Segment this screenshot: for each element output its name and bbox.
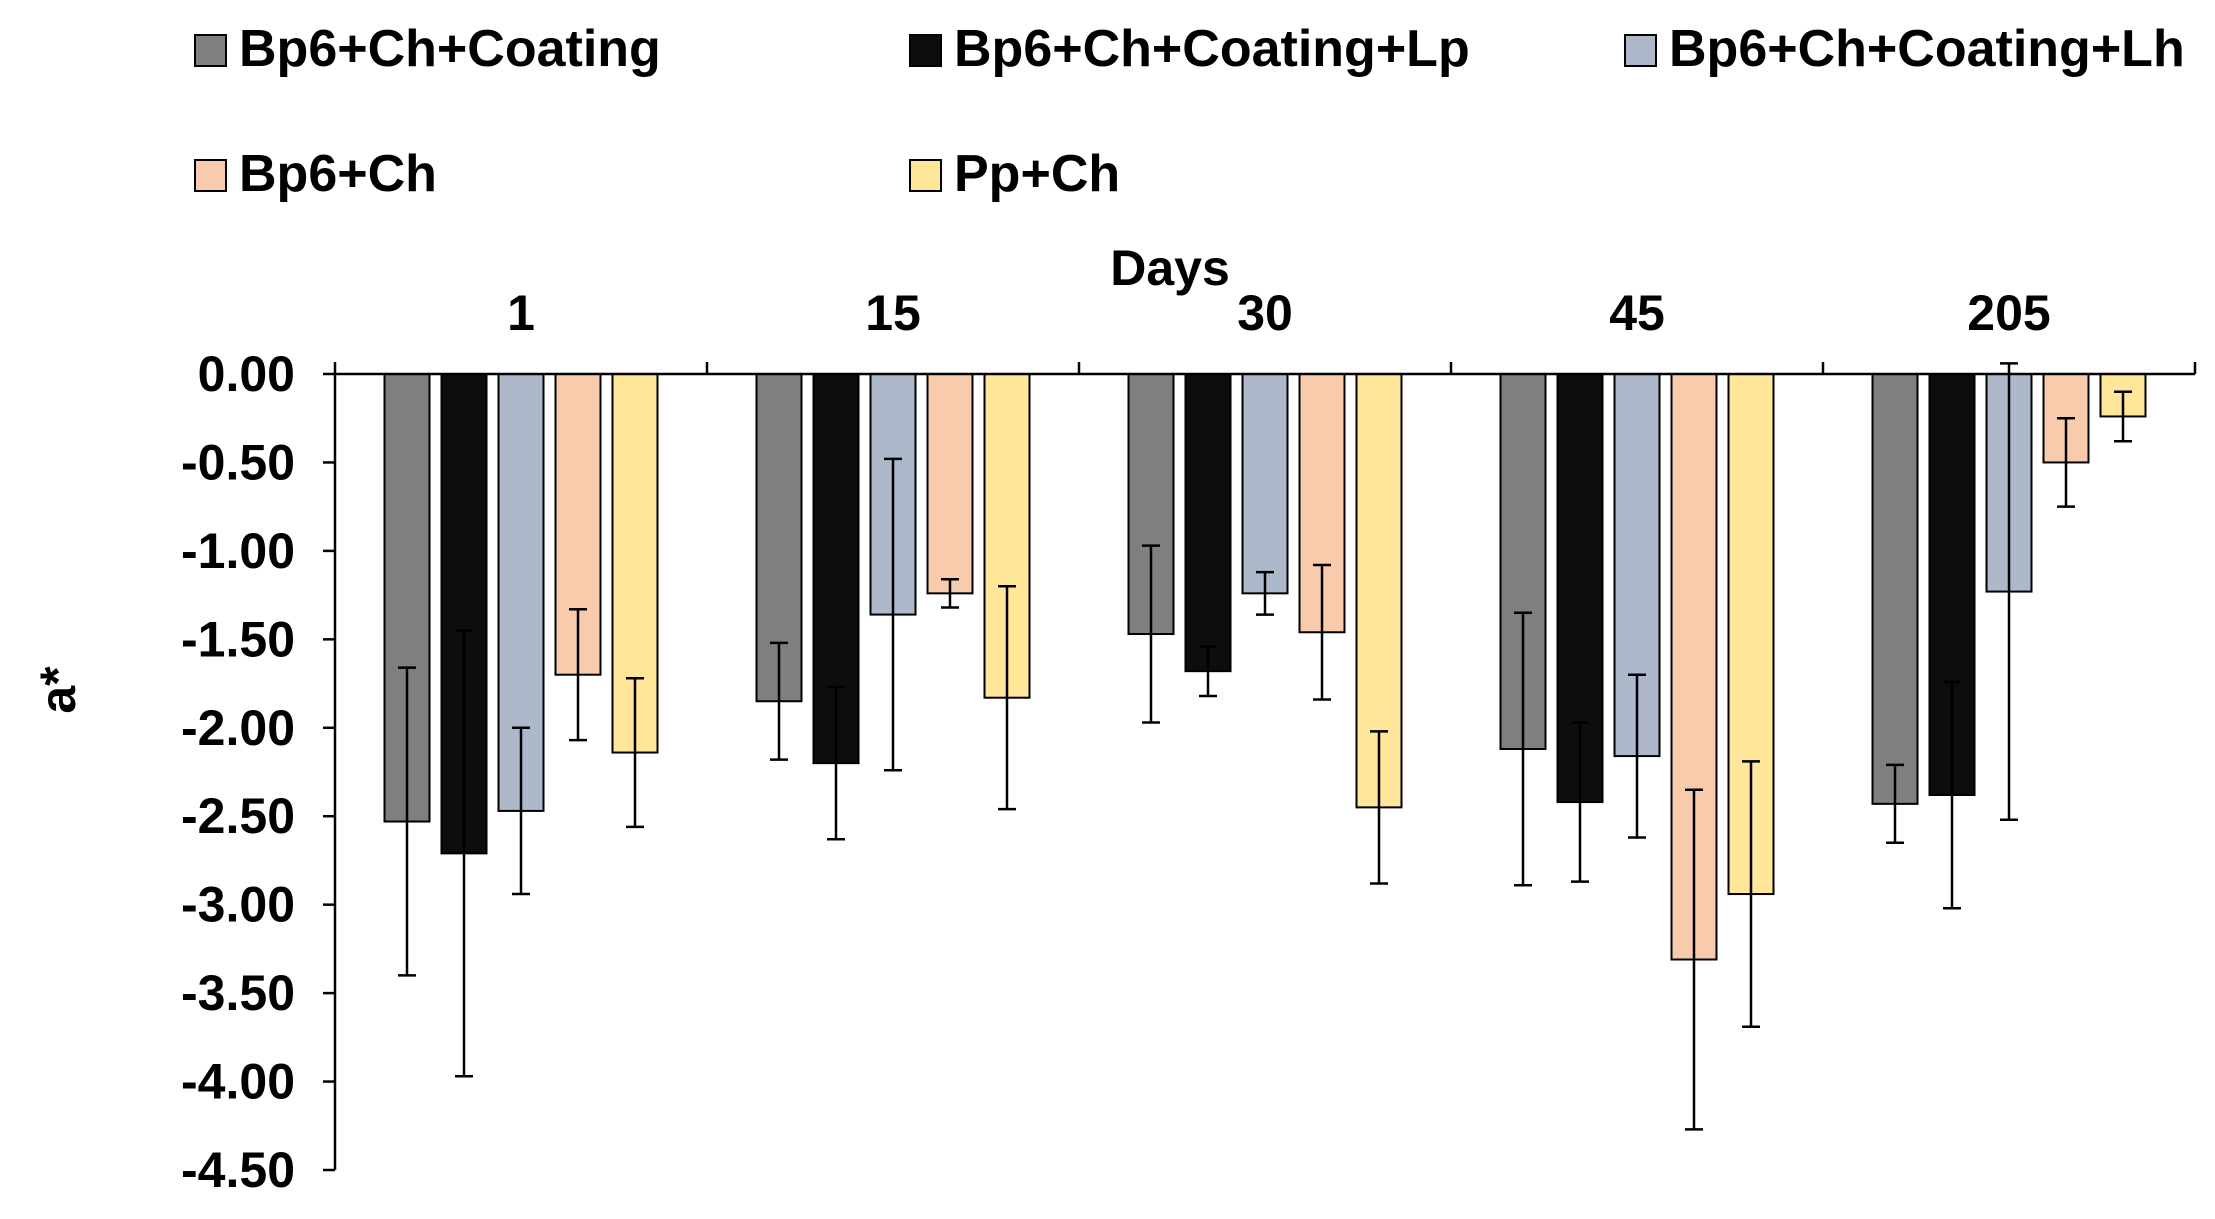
y-tick-label: 0.00 (198, 346, 295, 402)
error-bar (1571, 721, 1589, 883)
error-bar (569, 608, 587, 742)
error-bar (998, 585, 1016, 811)
error-bar (884, 457, 902, 772)
error-bars (398, 362, 2132, 1131)
error-bar (512, 726, 530, 896)
bar (926, 373, 974, 595)
x-axis-title: Days (1110, 240, 1230, 296)
legend-swatch (909, 34, 942, 67)
y-tick-label: -2.00 (181, 700, 295, 756)
legend-swatch (194, 159, 227, 192)
legend-label: Bp6+Ch+Coating (239, 20, 661, 78)
error-bar (1256, 570, 1274, 616)
error-bar (1514, 611, 1532, 887)
error-bar (1886, 763, 1904, 845)
error-bar (1742, 760, 1760, 1028)
legend-label: Pp+Ch (954, 145, 1120, 203)
error-bar (827, 685, 845, 841)
x-tick-label: 1 (507, 285, 535, 341)
error-bar (398, 666, 416, 977)
y-tick-label: -0.50 (181, 434, 295, 490)
error-bar (626, 676, 644, 829)
bar (1184, 373, 1232, 673)
bar (1241, 373, 1289, 595)
y-tick-label: -3.00 (181, 877, 295, 933)
legend-label: Bp6+Ch+Coating+Lh (1669, 20, 2185, 78)
error-bar (1943, 680, 1961, 910)
x-tick-label: 15 (865, 285, 921, 341)
error-bar (1313, 563, 1331, 701)
y-tick-label: -4.00 (181, 1054, 295, 1110)
legend-label: Bp6+Ch+Coating+Lp (954, 20, 1470, 78)
error-bar (1628, 673, 1646, 839)
error-bar (1199, 645, 1217, 698)
error-bar (2000, 362, 2018, 822)
error-bar (1685, 788, 1703, 1131)
axes: 0.00 -0.50 -1.00 -1.50 -2.00 -2.50 -3.00 -3.50 -… (181, 285, 2197, 1198)
error-bar (1142, 544, 1160, 724)
x-tick-label: 45 (1609, 285, 1665, 341)
legend-swatch (194, 34, 227, 67)
error-bar (941, 577, 959, 609)
error-bar (2057, 416, 2075, 508)
y-tick-label: -4.50 (181, 1142, 295, 1198)
y-tick-label: -2.50 (181, 788, 295, 844)
y-axis-title: a* (30, 666, 86, 714)
y-tick-label: -3.50 (181, 965, 295, 1021)
legend: Bp6+Ch+Coating Bp6+Ch+Coating+Lp Bp6+Ch+Co… (194, 20, 2185, 203)
error-bar (1370, 730, 1388, 885)
legend-label: Bp6+Ch (239, 145, 437, 203)
y-tick-label: -1.00 (181, 523, 295, 579)
bars (383, 373, 2147, 961)
x-tick-label: 205 (1967, 285, 2050, 341)
error-bar (455, 629, 473, 1078)
error-bar (770, 641, 788, 761)
error-bar (2114, 390, 2132, 443)
y-tick-label: -1.50 (181, 611, 295, 667)
legend-swatch (909, 159, 942, 192)
legend-swatch (1624, 34, 1657, 67)
bar (1871, 373, 1919, 805)
x-tick-label: 30 (1237, 285, 1293, 341)
